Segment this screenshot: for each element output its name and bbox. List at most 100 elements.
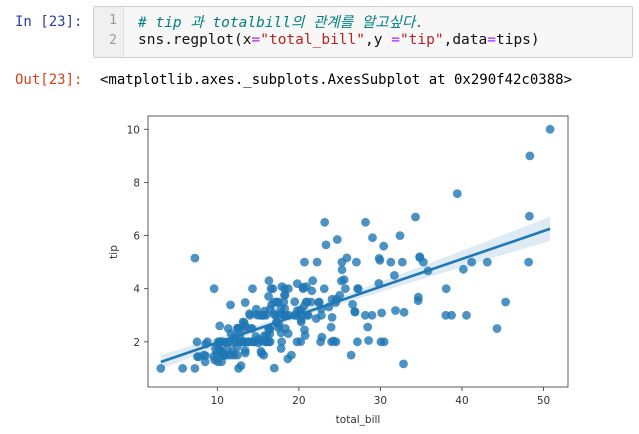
code-string: "total_bill" — [260, 32, 365, 48]
scatter-point — [280, 304, 290, 313]
scatter-point — [301, 297, 311, 307]
scatter-point — [367, 310, 377, 320]
scatter-point — [213, 357, 223, 367]
scatter-point — [283, 329, 293, 338]
output-text: <matplotlib.axes._subplots.AxesSubplot a… — [100, 72, 573, 88]
scatter-point — [397, 257, 407, 267]
scatter-point — [190, 253, 200, 263]
scatter-point — [441, 284, 451, 294]
y-tick-label: 10 — [127, 124, 140, 136]
x-axis-label: total_bill — [336, 414, 381, 426]
code-operator: = — [391, 32, 400, 48]
line-number: 1 — [109, 13, 117, 28]
code-cell-input[interactable]: 1 2 # tip 과 totalbill의 관계를 알고싶다. sns.reg… — [93, 6, 633, 58]
scatter-point — [327, 313, 337, 322]
y-tick-label: 4 — [133, 284, 140, 296]
y-tick-label: 8 — [133, 177, 140, 189]
scatter-point — [316, 337, 325, 347]
scatter-point — [259, 350, 269, 360]
scatter-point — [276, 344, 286, 353]
scatter-point — [311, 314, 321, 323]
scatter-point — [377, 308, 386, 318]
regression-line — [160, 227, 551, 364]
code-kwarg: y — [373, 32, 392, 48]
scatter-point — [459, 264, 468, 274]
scatter-point — [194, 352, 204, 362]
scatter-point — [283, 354, 293, 364]
scatter-point — [321, 240, 331, 250]
scatter-point — [348, 300, 357, 309]
scatter-point — [352, 257, 361, 267]
scatter-point — [292, 279, 302, 288]
scatter-point — [308, 276, 318, 286]
scatter-point — [258, 310, 267, 320]
scatter-point — [219, 351, 229, 361]
scatter-point — [391, 306, 400, 315]
scatter-point — [379, 241, 389, 251]
scatter-point — [411, 212, 420, 222]
scatter-point — [274, 310, 283, 320]
confidence-band — [160, 216, 551, 369]
line-number-gutter: 1 2 — [94, 7, 124, 57]
scatter-point — [298, 284, 308, 294]
scatter-point — [376, 337, 386, 347]
code-function: sns.regplot( — [138, 32, 243, 48]
scatter-point — [192, 337, 202, 347]
scatter-point — [415, 253, 425, 262]
scatter-point — [249, 337, 259, 347]
scatter-point — [447, 310, 456, 320]
scatter-point — [280, 290, 289, 300]
scatter-point — [413, 292, 423, 302]
code-operator: = — [487, 32, 496, 48]
scatter-point — [363, 322, 373, 332]
scatter-point — [524, 257, 533, 267]
scatter-point — [225, 350, 235, 360]
scatter-point — [277, 337, 287, 347]
scatter-point — [399, 359, 408, 369]
code-value: tips) — [495, 32, 540, 48]
scatter-point — [342, 253, 352, 263]
scatter-point — [292, 337, 302, 347]
scatter-point — [452, 189, 462, 199]
y-axis: 2 4 6 8 10 — [127, 124, 148, 349]
scatter-point — [239, 318, 249, 328]
scatter-point — [156, 364, 166, 373]
scatter-point — [226, 300, 235, 310]
scatter-point — [300, 331, 310, 340]
confidence-band-area — [160, 216, 551, 369]
x-tick-label: 40 — [455, 395, 468, 407]
code-line-2: sns.regplot(x="total_bill",y ="tip",data… — [138, 32, 540, 48]
scatter-point — [386, 257, 396, 267]
code-kwarg: data — [452, 32, 488, 48]
scatter-point — [482, 257, 492, 267]
scatter-point — [326, 322, 336, 332]
x-tick-label: 30 — [374, 395, 387, 407]
y-tick-label: 6 — [133, 231, 140, 243]
scatter-point — [266, 284, 276, 294]
scatter-point — [190, 364, 200, 373]
x-tick-label: 10 — [211, 395, 224, 407]
scatter-point — [341, 284, 350, 294]
code-line-1: # tip 과 totalbill의 관계를 알고싶다. — [138, 11, 424, 32]
scatter-point — [264, 292, 273, 301]
scatter-point — [300, 257, 309, 267]
scatter-point — [390, 271, 399, 280]
scatter-point — [314, 298, 323, 307]
scatter-point — [525, 151, 535, 161]
scatter-point — [245, 310, 255, 320]
scatter-point — [211, 344, 220, 354]
scatter-point — [178, 364, 188, 373]
scatter-point — [492, 324, 502, 333]
scatter-point — [350, 307, 360, 316]
y-axis-label: tip — [108, 245, 120, 259]
scatter-point — [374, 254, 384, 263]
scatter-point — [257, 336, 267, 346]
scatter-point — [337, 276, 346, 286]
scatter-point — [240, 348, 250, 358]
scatter-point — [209, 284, 219, 294]
scatter-point — [462, 310, 471, 320]
scatter-point — [360, 310, 370, 320]
x-tick-label: 50 — [537, 395, 550, 407]
scatter-point — [320, 217, 330, 227]
